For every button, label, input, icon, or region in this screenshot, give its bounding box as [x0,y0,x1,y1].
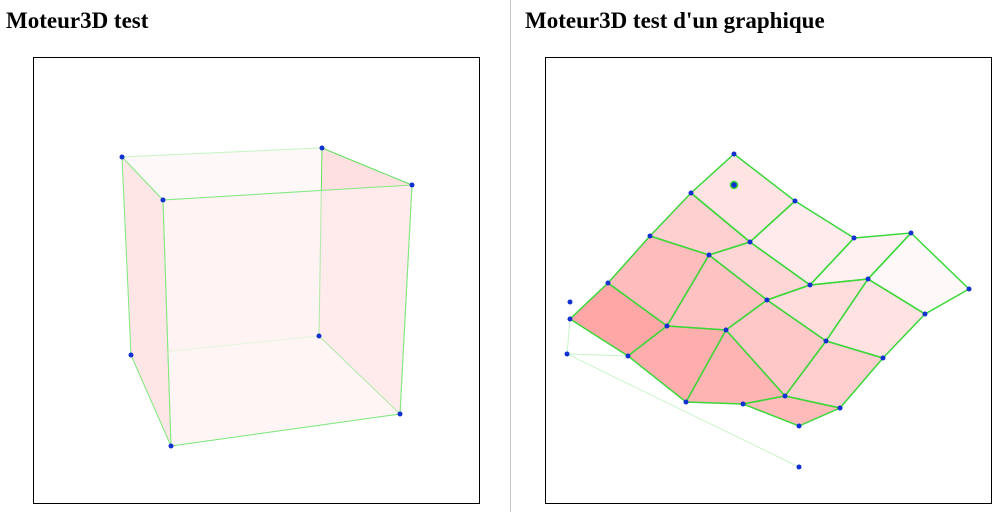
divider [510,0,511,512]
vertex [796,423,802,429]
vertex [564,351,570,357]
vertex [731,151,737,157]
vertex [397,411,403,417]
panel-right: Moteur3D test d'un graphique [511,0,1000,512]
face [162,184,413,447]
vertex [837,405,843,411]
vertex [740,401,746,407]
vertex [908,230,914,236]
vertex [567,299,573,305]
vertex [119,154,125,160]
panel-title: Moteur3D test d'un graphique [525,8,825,33]
vertex [683,399,689,405]
vertex [160,197,166,203]
cube-view [33,57,480,504]
vertex [807,282,813,288]
vertex [851,235,857,241]
vertex [625,353,631,359]
vertex [409,182,415,188]
vertex [128,352,134,358]
vertex [764,297,770,303]
surface-view [545,57,992,504]
panel-left: Moteur3D test [6,8,480,504]
vertex [880,355,886,361]
vertex [723,327,729,333]
vertex [747,239,753,245]
marker [729,180,739,190]
vertex [567,316,573,322]
vertex [688,190,694,196]
vertex [782,393,788,399]
vertex [796,464,802,470]
vertex [922,311,928,317]
vertex [647,233,653,239]
vertex [865,276,871,282]
vertices [119,145,415,449]
vertex [168,443,174,449]
vertex [664,323,670,329]
panel-title: Moteur3D test [6,8,149,33]
vertex [605,280,611,286]
vertex [316,333,322,339]
vertex [966,286,972,292]
vertex [823,338,829,344]
vertex [706,252,712,258]
edge [566,353,629,357]
vertex [792,198,798,204]
vertex [319,145,325,151]
